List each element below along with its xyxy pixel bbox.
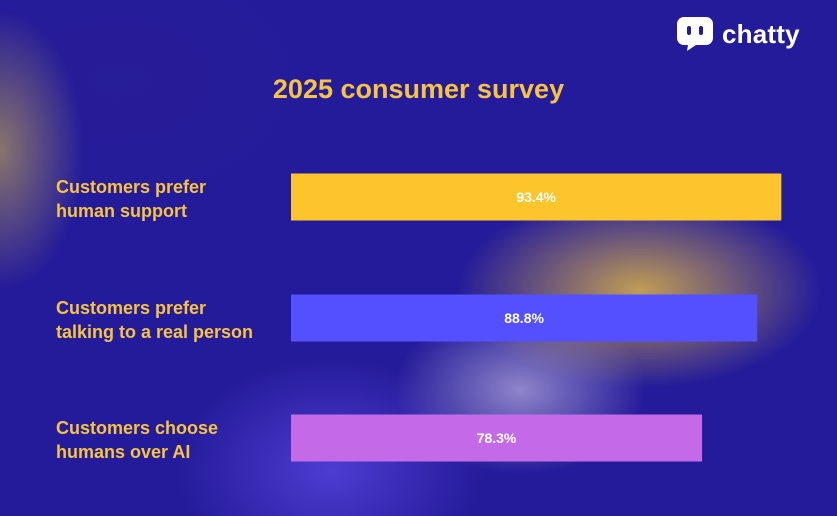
category-label-3-line-2: humans over AI [56, 442, 190, 462]
bar-3 [291, 414, 703, 462]
bar-1 [291, 173, 782, 221]
category-label-2-line-1: Customers prefer [56, 298, 206, 318]
category-label-3-line-1: Customers choose [56, 418, 218, 438]
value-label-3: 78.3% [477, 430, 517, 446]
category-label-2-line-2: talking to a real person [56, 322, 253, 342]
brand-logo: chatty [676, 16, 800, 52]
value-label-1: 93.4% [516, 189, 556, 205]
chat-bubble-icon [677, 17, 713, 51]
category-label-1-line-2: human support [56, 201, 187, 221]
bar-2 [291, 294, 758, 342]
category-label-1-line-1: Customers prefer [56, 177, 206, 197]
chart-title: 2025 consumer survey [272, 74, 565, 104]
value-label-2: 88.8% [504, 310, 544, 326]
brand-name: chatty [722, 18, 800, 49]
